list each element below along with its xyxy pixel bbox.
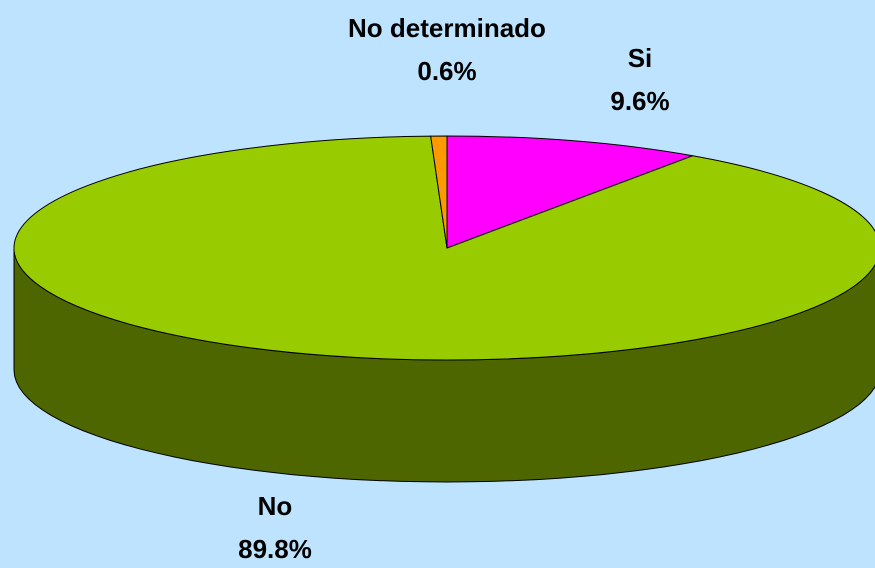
slice-label: No determinado [348, 13, 546, 43]
slice [430, 135, 448, 249]
slice-value-label: 9.6% [610, 86, 669, 116]
slice-value-label: 0.6% [417, 56, 476, 86]
slice-value-label: 89.8% [238, 534, 312, 564]
slice-label: No [258, 491, 293, 521]
slice [13, 135, 875, 361]
slice-label: Si [628, 43, 653, 73]
slice [446, 135, 695, 249]
